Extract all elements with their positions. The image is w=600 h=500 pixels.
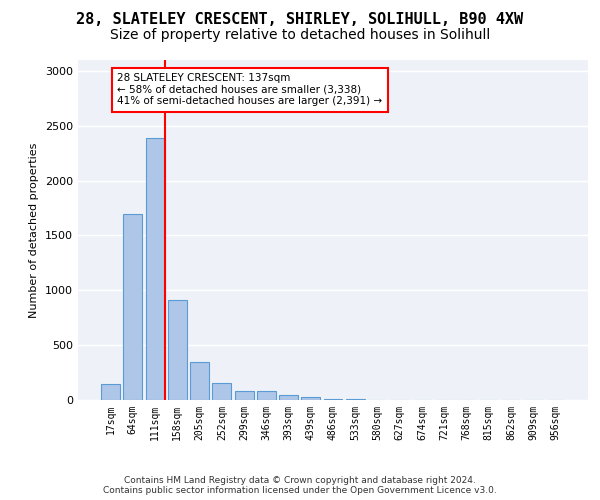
Bar (124, 214, 142, 400)
Bar (235, 390, 254, 400)
Bar (146, 138, 164, 400)
Bar (323, 399, 343, 400)
Text: 28, SLATELEY CRESCENT, SHIRLEY, SOLIHULL, B90 4XW: 28, SLATELEY CRESCENT, SHIRLEY, SOLIHULL… (76, 12, 524, 28)
Bar (190, 362, 209, 400)
Bar (212, 383, 231, 400)
Bar (257, 390, 276, 400)
Bar (101, 384, 120, 400)
Bar (301, 398, 320, 400)
Y-axis label: Number of detached properties: Number of detached properties (29, 142, 40, 318)
Text: 28 SLATELEY CRESCENT: 137sqm
← 58% of detached houses are smaller (3,338)
41% of: 28 SLATELEY CRESCENT: 137sqm ← 58% of de… (118, 73, 382, 106)
Bar (279, 395, 298, 400)
Bar (168, 300, 187, 400)
Text: Size of property relative to detached houses in Solihull: Size of property relative to detached ho… (110, 28, 490, 42)
Text: Contains HM Land Registry data © Crown copyright and database right 2024.
Contai: Contains HM Land Registry data © Crown c… (103, 476, 497, 495)
